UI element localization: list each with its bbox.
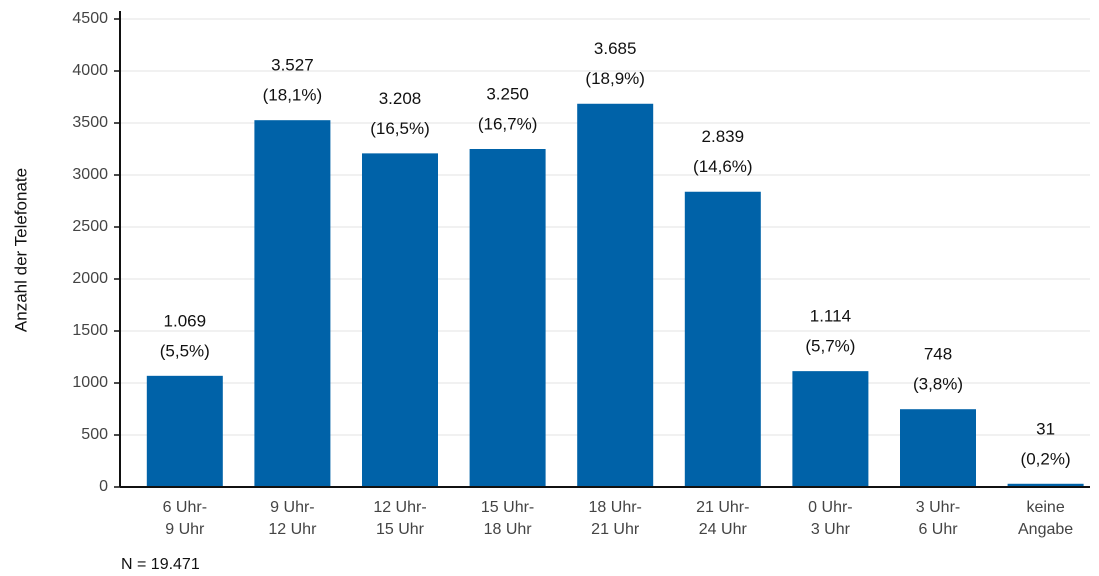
x-tick-label: 24 Uhr bbox=[699, 521, 748, 538]
x-tick-label: 15 Uhr bbox=[376, 521, 425, 538]
x-tick-label: 12 Uhr- bbox=[373, 499, 426, 516]
x-tick-label: 15 Uhr- bbox=[481, 499, 534, 516]
x-tick-label: 3 Uhr- bbox=[916, 499, 960, 516]
x-tick-label: 18 Uhr bbox=[484, 521, 533, 538]
x-tick-label: 6 Uhr bbox=[918, 521, 958, 538]
y-tick-label: 2000 bbox=[72, 270, 108, 287]
bar bbox=[254, 120, 331, 487]
x-tick-label: 18 Uhr- bbox=[589, 499, 642, 516]
x-tick-label: 6 Uhr- bbox=[163, 499, 207, 516]
y-tick-label: 3000 bbox=[72, 166, 108, 183]
annotation: N = 19.471 bbox=[121, 556, 200, 573]
y-tick-label: 3500 bbox=[72, 114, 108, 131]
y-tick-label: 4500 bbox=[72, 10, 108, 27]
bar bbox=[684, 191, 761, 487]
data-label: 31 bbox=[1036, 419, 1055, 438]
data-label: (5,7%) bbox=[805, 337, 855, 356]
data-label: 3.685 bbox=[594, 39, 637, 58]
x-tick-label: 12 Uhr bbox=[268, 521, 317, 538]
data-label: (18,1%) bbox=[263, 86, 323, 105]
y-tick-label: 1500 bbox=[72, 322, 108, 339]
data-label: (14,6%) bbox=[693, 157, 753, 176]
x-tick-label: 9 Uhr- bbox=[270, 499, 314, 516]
data-label: (0,2%) bbox=[1021, 449, 1071, 468]
bar bbox=[146, 375, 223, 487]
x-tick-label: 21 Uhr- bbox=[696, 499, 749, 516]
y-tick-label: 2500 bbox=[72, 218, 108, 235]
data-label: (5,5%) bbox=[160, 341, 210, 360]
x-tick-label: Angabe bbox=[1018, 521, 1073, 538]
data-label: (16,5%) bbox=[370, 119, 430, 138]
data-label: 3.250 bbox=[486, 84, 529, 103]
bar bbox=[792, 371, 869, 487]
data-label: 3.208 bbox=[379, 89, 422, 108]
x-tick-label: 9 Uhr bbox=[165, 521, 205, 538]
data-label: (3,8%) bbox=[913, 375, 963, 394]
bar bbox=[362, 153, 438, 488]
data-label: 1.114 bbox=[810, 307, 851, 326]
data-label: 3.527 bbox=[271, 56, 314, 75]
x-tick-label: 21 Uhr bbox=[591, 521, 640, 538]
bar bbox=[1007, 483, 1084, 487]
data-label: (18,9%) bbox=[585, 69, 645, 88]
data-label: (16,7%) bbox=[478, 114, 538, 133]
y-axis-label: Anzahl der Telefonate bbox=[11, 168, 30, 332]
data-label: 2.839 bbox=[702, 127, 745, 146]
x-tick-label: 3 Uhr bbox=[811, 521, 851, 538]
x-tick-label: keine bbox=[1026, 499, 1064, 516]
bar bbox=[577, 103, 654, 487]
y-tick-label: 500 bbox=[81, 426, 108, 443]
data-label: 748 bbox=[924, 345, 952, 364]
bar bbox=[900, 409, 976, 487]
bar bbox=[469, 149, 546, 487]
y-tick-label: 1000 bbox=[72, 374, 108, 391]
data-label: 1.069 bbox=[164, 311, 207, 330]
y-tick-label: 4000 bbox=[72, 62, 108, 79]
y-tick-label: 0 bbox=[99, 478, 108, 495]
x-tick-label: 0 Uhr- bbox=[808, 499, 852, 516]
